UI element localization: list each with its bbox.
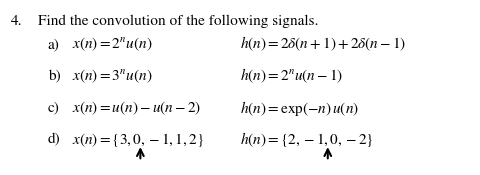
Text: 4.: 4. [12, 15, 23, 28]
Text: $x(n) = 3^nu(n)$: $x(n) = 3^nu(n)$ [72, 67, 152, 85]
Text: d): d) [48, 133, 60, 146]
Text: c): c) [48, 101, 60, 115]
Text: $x(n) = u(n) - u(n-2)$: $x(n) = u(n) - u(n-2)$ [72, 99, 201, 117]
Text: $h(n) = \{2,-1,0,-2\}$: $h(n) = \{2,-1,0,-2\}$ [240, 130, 373, 149]
Text: b): b) [48, 69, 60, 83]
Text: $x(n) = 2^nu(n)$: $x(n) = 2^nu(n)$ [72, 36, 152, 53]
Text: $x(n) = \{3,0,-1,1,2\}$: $x(n) = \{3,0,-1,1,2\}$ [72, 131, 204, 149]
Text: $h(n) = 2^nu(n-1)$: $h(n) = 2^nu(n-1)$ [240, 67, 343, 85]
Text: a): a) [48, 38, 60, 51]
Text: $h(n) = 2\delta(n+1) + 2\delta(n-1)$: $h(n) = 2\delta(n+1) + 2\delta(n-1)$ [240, 35, 406, 54]
Text: Find the convolution of the following signals.: Find the convolution of the following si… [38, 15, 319, 28]
Text: $h(n) = \mathrm{exp}(-n)\,u(n)$: $h(n) = \mathrm{exp}(-n)\,u(n)$ [240, 99, 359, 117]
